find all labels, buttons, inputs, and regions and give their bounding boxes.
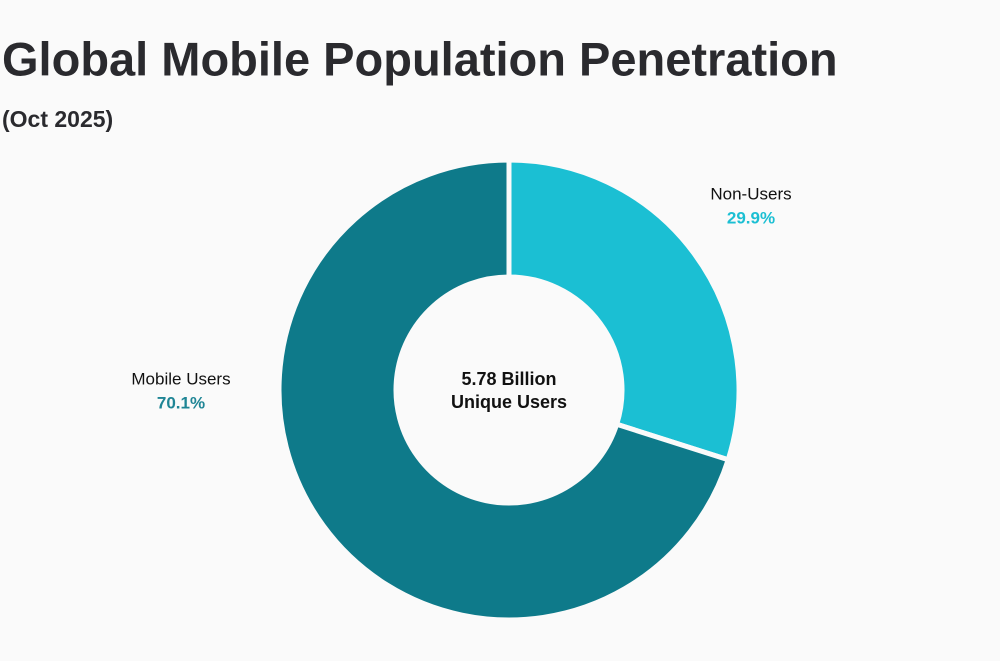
chart-title: Global Mobile Population Penetration <box>2 32 838 85</box>
chart-subtitle: (Oct 2025) <box>2 106 113 132</box>
value-label: 70.1% <box>157 393 205 412</box>
slice-label: Non-Users <box>710 184 791 203</box>
slice-label: Mobile Users <box>131 369 230 388</box>
center-label: 5.78 Billion <box>461 369 556 389</box>
slice <box>276 157 731 623</box>
donut <box>276 157 742 623</box>
value-label: 29.9% <box>727 208 775 227</box>
center-label: Unique Users <box>451 392 567 412</box>
slice <box>506 157 742 463</box>
